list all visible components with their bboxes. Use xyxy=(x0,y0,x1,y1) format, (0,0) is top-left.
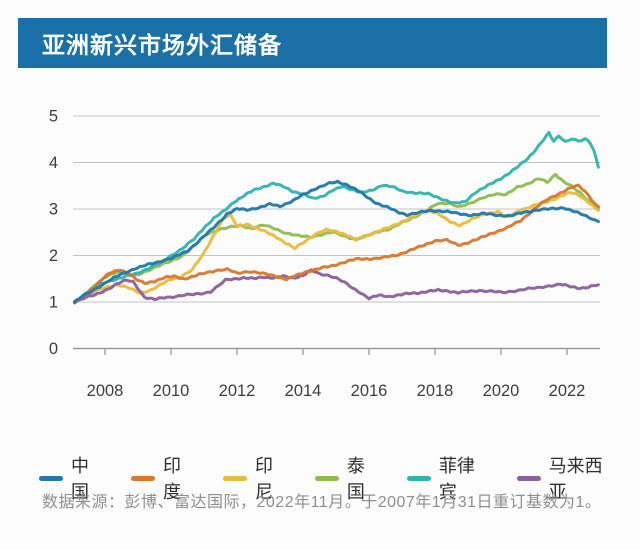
y-tick-label: 0 xyxy=(49,340,58,358)
legend-label-thailand: 泰国 xyxy=(346,456,365,502)
legend-item-malaysia: 马来西亚 xyxy=(516,452,619,504)
legend-label-china: 中国 xyxy=(71,456,89,502)
legend-label-india: 印度 xyxy=(162,456,181,502)
legend-item-indonesia: 印尼 xyxy=(222,452,290,504)
x-tick-label: 2020 xyxy=(483,382,520,400)
x-tick-label: 2012 xyxy=(219,382,256,400)
legend-swatch-indonesia xyxy=(222,475,247,481)
legend-item-philippines: 菲律宾 xyxy=(406,452,492,504)
legend-item-china: 中国 xyxy=(39,452,106,504)
y-tick-label: 1 xyxy=(49,294,58,312)
series-line-中国 xyxy=(73,179,600,304)
y-tick-label: 2 xyxy=(49,247,58,265)
page-title: 亚洲新兴市场外汇储备 xyxy=(42,32,282,58)
y-tick-label: 5 xyxy=(49,108,58,126)
x-tick-label: 2016 xyxy=(351,382,388,400)
x-tick-label: 2014 xyxy=(285,382,322,400)
legend-label-malaysia: 马来西亚 xyxy=(548,456,603,502)
x-tick-label: 2018 xyxy=(417,382,454,400)
x-tick-label: 2008 xyxy=(87,382,124,400)
data-source-footnote: 数据来源：彭博、富达国际，2022年11月。于2007年1月31日重订基数为1。 xyxy=(42,494,602,511)
chart-legend: 中国 印度 印尼 泰国 菲律宾 马来西亚 xyxy=(39,452,619,504)
legend-swatch-india xyxy=(130,475,155,481)
legend-swatch-malaysia xyxy=(516,475,541,481)
x-tick-label: 2010 xyxy=(153,382,190,400)
legend-swatch-philippines xyxy=(406,475,431,481)
legend-label-philippines: 菲律宾 xyxy=(438,456,475,502)
series-line-印度 xyxy=(73,183,600,303)
series-line-马来西亚 xyxy=(73,268,600,305)
legend-swatch-thailand xyxy=(314,475,339,481)
legend-item-india: 印度 xyxy=(130,452,198,504)
y-tick-label: 4 xyxy=(49,154,58,172)
title-banner: 亚洲新兴市场外汇储备 xyxy=(18,18,607,68)
legend-swatch-china xyxy=(39,475,63,481)
x-tick-label: 2022 xyxy=(549,382,586,400)
fx-reserves-line-chart: 0 1 2 3 4 5 2008 2010 2012 2014 2016 2018 2020 2022 xyxy=(49,108,600,400)
legend-label-indonesia: 印尼 xyxy=(254,456,273,502)
y-tick-label: 3 xyxy=(49,201,58,219)
legend-item-thailand: 泰国 xyxy=(314,452,382,504)
